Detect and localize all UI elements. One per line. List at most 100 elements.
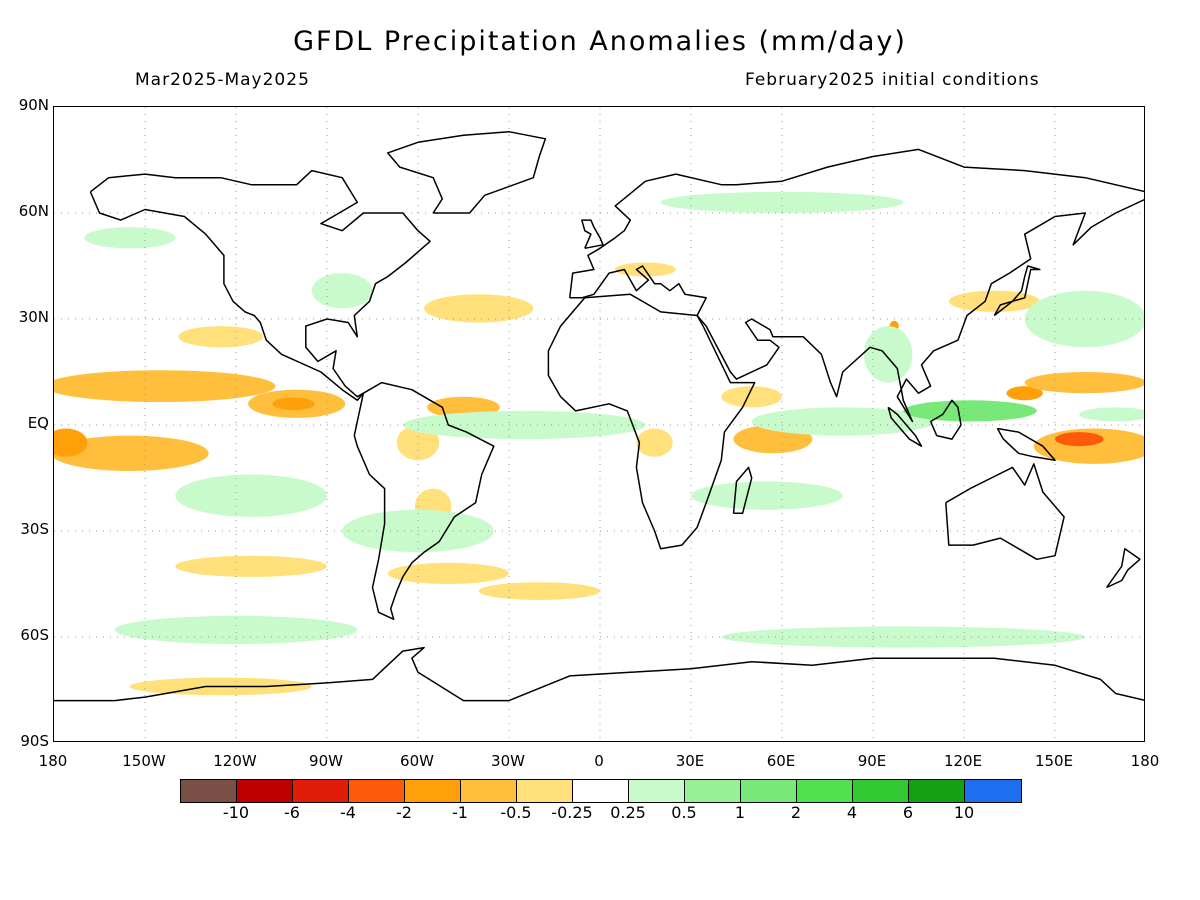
- initial-conditions: February2025 initial conditions: [745, 70, 1040, 90]
- map-title: GFDL Precipitation Anomalies (mm/day): [293, 26, 907, 57]
- colorbar-tick-label: -4: [340, 803, 356, 822]
- colorbar-swatch: [853, 780, 909, 802]
- dry-anomaly-region: [54, 428, 88, 457]
- coast-sumatra: [887, 406, 923, 447]
- lat-label: 30S: [20, 520, 49, 538]
- wet-anomaly-region: [751, 407, 934, 436]
- dry-anomaly-region: [478, 582, 600, 600]
- lon-label: 150E: [1034, 752, 1074, 770]
- coast-africa: [547, 293, 756, 550]
- colorbar-tick-label: -0.5: [500, 803, 532, 822]
- lon-label: 30W: [491, 752, 525, 770]
- colorbar-tick-label: 6: [902, 803, 914, 822]
- lat-label: 30N: [18, 308, 49, 326]
- wet-anomaly-region: [311, 273, 373, 309]
- colorbar-tick-label: 0.25: [610, 803, 646, 822]
- colorbar-swatch: [573, 780, 629, 802]
- lon-label: 180: [38, 752, 68, 770]
- wet-anomaly-region: [1024, 290, 1144, 348]
- colorbar-swatch: [349, 780, 405, 802]
- lon-label: 120W: [213, 752, 257, 770]
- coast-new-guinea: [996, 427, 1056, 462]
- dry-anomaly-region: [1024, 372, 1144, 394]
- coast-madagascar: [732, 466, 753, 515]
- colorbar: [180, 779, 1022, 803]
- lat-label: 90N: [18, 96, 49, 114]
- colorbar-tick-label: -1: [452, 803, 468, 822]
- lon-label: 150W: [122, 752, 166, 770]
- wet-anomaly-region: [721, 626, 1086, 648]
- dry-anomaly-region: [272, 397, 315, 411]
- wet-anomaly-region: [1079, 407, 1144, 422]
- map-gridlines: [54, 107, 1144, 741]
- wet-anomaly-region: [114, 615, 358, 645]
- colorbar-tick-label: -0.25: [551, 803, 593, 822]
- colorbar-swatch: [909, 780, 965, 802]
- lon-label: 90E: [857, 752, 887, 770]
- lon-label: 30E: [675, 752, 705, 770]
- coast-greenland: [386, 130, 547, 214]
- lat-label: EQ: [27, 414, 49, 432]
- coast-new-zealand: [1105, 547, 1141, 589]
- dry-anomaly-region: [54, 435, 209, 471]
- dry-anomaly-region: [54, 370, 276, 403]
- colorbar-tick-label: -6: [284, 803, 300, 822]
- colorbar-swatch: [685, 780, 741, 802]
- colorbar-swatch: [965, 780, 1021, 802]
- lat-label: 60N: [18, 202, 49, 220]
- coast-japan: [993, 265, 1041, 317]
- coast-britain: [581, 219, 604, 250]
- colorbar-tick-label: -2: [396, 803, 412, 822]
- colorbar-tick-label: 0.5: [671, 803, 697, 822]
- lon-label: 60W: [400, 752, 434, 770]
- coast-borneo: [929, 399, 962, 440]
- lon-label: 90W: [309, 752, 343, 770]
- world-map: [54, 107, 1144, 741]
- map-panel: [53, 106, 1145, 742]
- coast-south-america: [353, 381, 495, 621]
- colorbar-tick-label: 1: [734, 803, 746, 822]
- wet-anomaly-region: [84, 227, 176, 249]
- dry-anomaly-region: [396, 425, 440, 461]
- lon-label: 60E: [766, 752, 796, 770]
- wet-anomaly-region: [863, 326, 913, 383]
- coast-australia: [945, 463, 1065, 561]
- colorbar-swatch: [461, 780, 517, 802]
- colorbar-tick-label: 10: [953, 803, 975, 822]
- wet-anomaly-region: [903, 400, 1037, 422]
- forecast-period: Mar2025-May2025: [135, 70, 310, 90]
- dry-anomaly-region: [387, 562, 510, 584]
- wet-anomaly-region: [175, 474, 327, 517]
- colorbar-swatch: [405, 780, 461, 802]
- colorbar-swatch: [629, 780, 685, 802]
- lat-label: 60S: [20, 626, 49, 644]
- coast-north-america: [89, 169, 431, 402]
- lon-label: 120E: [943, 752, 983, 770]
- colorbar-swatch: [237, 780, 293, 802]
- colorbar-swatch: [293, 780, 349, 802]
- wet-anomaly-region: [402, 410, 646, 440]
- colorbar-tick-label: -10: [222, 803, 250, 822]
- colorbar-tick-label: 4: [846, 803, 858, 822]
- dry-anomaly-region: [175, 555, 327, 577]
- anomaly-fields: [54, 191, 1144, 696]
- colorbar-swatch: [181, 780, 237, 802]
- dry-anomaly-region: [1055, 432, 1104, 447]
- colorbar-swatch: [517, 780, 573, 802]
- dry-anomaly-region: [424, 294, 534, 323]
- coast-eurasia: [568, 148, 1144, 423]
- lat-label: 90S: [20, 732, 49, 750]
- colorbar-swatch: [741, 780, 797, 802]
- dry-anomaly-region: [721, 386, 783, 408]
- wet-anomaly-region: [660, 191, 904, 213]
- dry-anomaly-region: [1006, 386, 1043, 401]
- wet-anomaly-region: [691, 481, 843, 510]
- colorbar-tick-label: 2: [790, 803, 802, 822]
- coast-antarctica: [54, 646, 1144, 702]
- coastlines: [54, 130, 1144, 702]
- lon-label: 0: [594, 752, 604, 770]
- dry-anomaly-region: [636, 428, 673, 457]
- colorbar-swatch: [797, 780, 853, 802]
- lon-label: 180: [1130, 752, 1160, 770]
- dry-anomaly-region: [178, 326, 264, 348]
